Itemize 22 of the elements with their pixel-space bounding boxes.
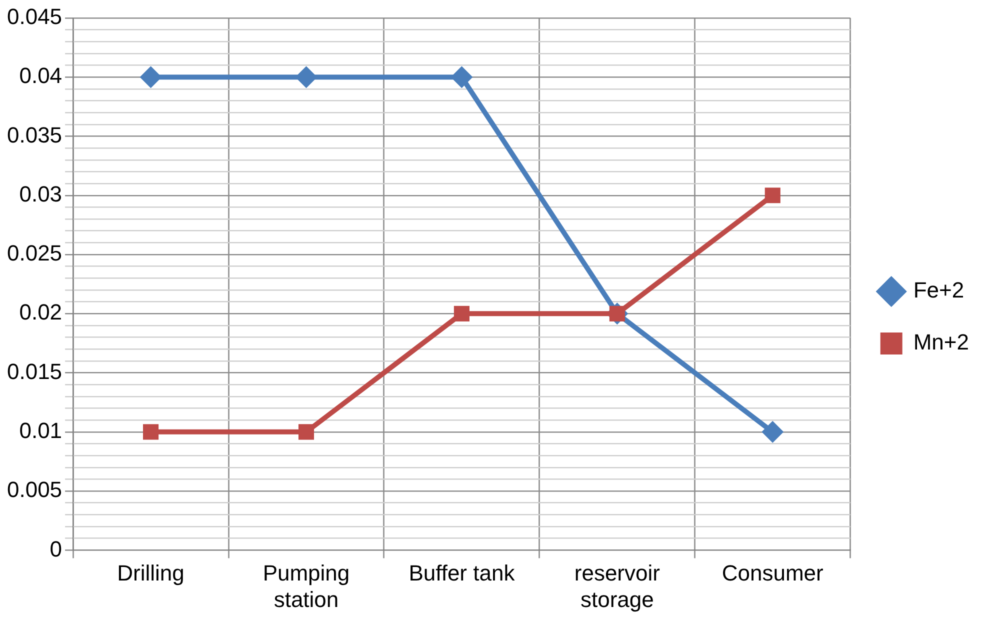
y-tick-label: 0.04	[19, 63, 62, 88]
point	[454, 306, 470, 322]
y-tick-label: 0.01	[19, 418, 62, 443]
y-tick-label: 0.025	[6, 240, 62, 266]
legend-label: Fe+2	[913, 278, 964, 303]
x-tick-label: reservoir storage	[574, 560, 660, 612]
x-tick-label: Pumping station	[262, 560, 350, 612]
point	[764, 188, 780, 204]
y-tick-label: 0.02	[19, 300, 62, 325]
point	[762, 420, 784, 443]
point	[143, 424, 159, 440]
y-tick-label: 0.035	[6, 122, 62, 148]
y-tick-label: 0.015	[6, 358, 62, 384]
y-tick-label: 0.005	[6, 477, 62, 502]
x-tick-label: Buffer tank	[408, 560, 516, 586]
y-tick-label: 0	[50, 536, 62, 562]
x-tick-label: Drilling	[117, 560, 184, 586]
y-tick-label: 0.045	[6, 4, 62, 30]
y-tick-label: 0.03	[19, 181, 62, 206]
point	[298, 424, 314, 440]
x-tick-label: Consumer	[722, 560, 824, 586]
legend-label: Mn+2	[913, 330, 970, 355]
